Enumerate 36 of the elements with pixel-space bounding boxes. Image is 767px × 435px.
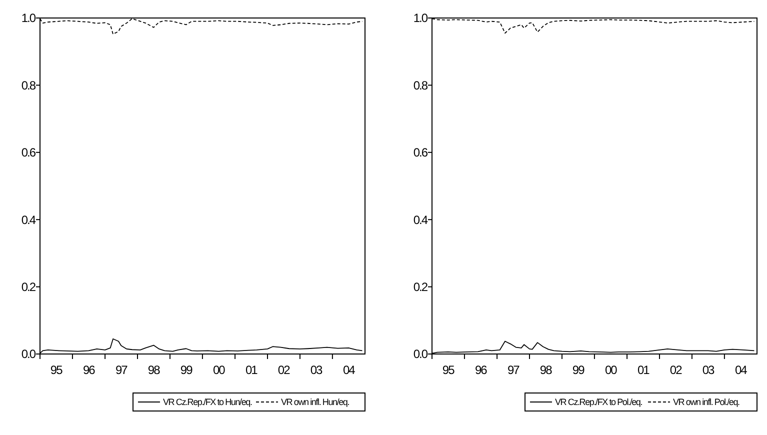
y-tick-label: 0.0 [413, 347, 428, 362]
x-tick-label: 03 [310, 363, 324, 377]
x-tick-label: 04 [342, 363, 356, 377]
x-tick-label: 04 [734, 363, 748, 377]
x-tick-label: 00 [212, 363, 226, 377]
x-tick-label: 00 [604, 363, 618, 377]
x-tick-label: 97 [507, 363, 520, 377]
x-tick-label: 01 [245, 363, 258, 377]
x-tick-label: 95 [442, 363, 456, 377]
y-tick-label: 0.4 [21, 212, 36, 227]
y-tick-label: 1.0 [21, 11, 36, 26]
x-tick-label: 96 [82, 363, 96, 377]
legend-label: VR own infl. Pol./eq. [673, 397, 740, 408]
x-tick-label: 97 [115, 363, 128, 377]
legend-label: VR Cz.Rep./FX to Hun/eq. [163, 397, 252, 408]
x-tick-label: 98 [540, 363, 553, 377]
y-tick-label: 0.2 [413, 280, 428, 294]
x-tick-label: 95 [50, 363, 64, 377]
x-tick-label: 99 [572, 363, 586, 377]
y-tick-label: 0.0 [21, 347, 36, 362]
x-tick-label: 99 [180, 363, 194, 377]
x-tick-label: 96 [474, 363, 488, 377]
legend-label: VR Cz.Rep./FX to Pol./eq. [555, 397, 642, 408]
x-tick-label: 02 [278, 363, 291, 377]
x-tick-label: 03 [702, 363, 716, 377]
legend-label: VR own infl. Hun/eq. [281, 397, 350, 408]
y-tick-label: 0.8 [21, 78, 36, 92]
y-tick-label: 0.8 [413, 78, 428, 92]
x-tick-label: 98 [148, 363, 161, 377]
y-tick-label: 0.2 [21, 280, 36, 294]
y-tick-label: 1.0 [413, 11, 428, 26]
x-tick-label: 01 [637, 363, 650, 377]
y-tick-label: 0.6 [21, 146, 36, 160]
y-tick-label: 0.6 [413, 146, 428, 160]
y-tick-label: 0.4 [413, 212, 428, 227]
x-tick-label: 02 [670, 363, 683, 377]
